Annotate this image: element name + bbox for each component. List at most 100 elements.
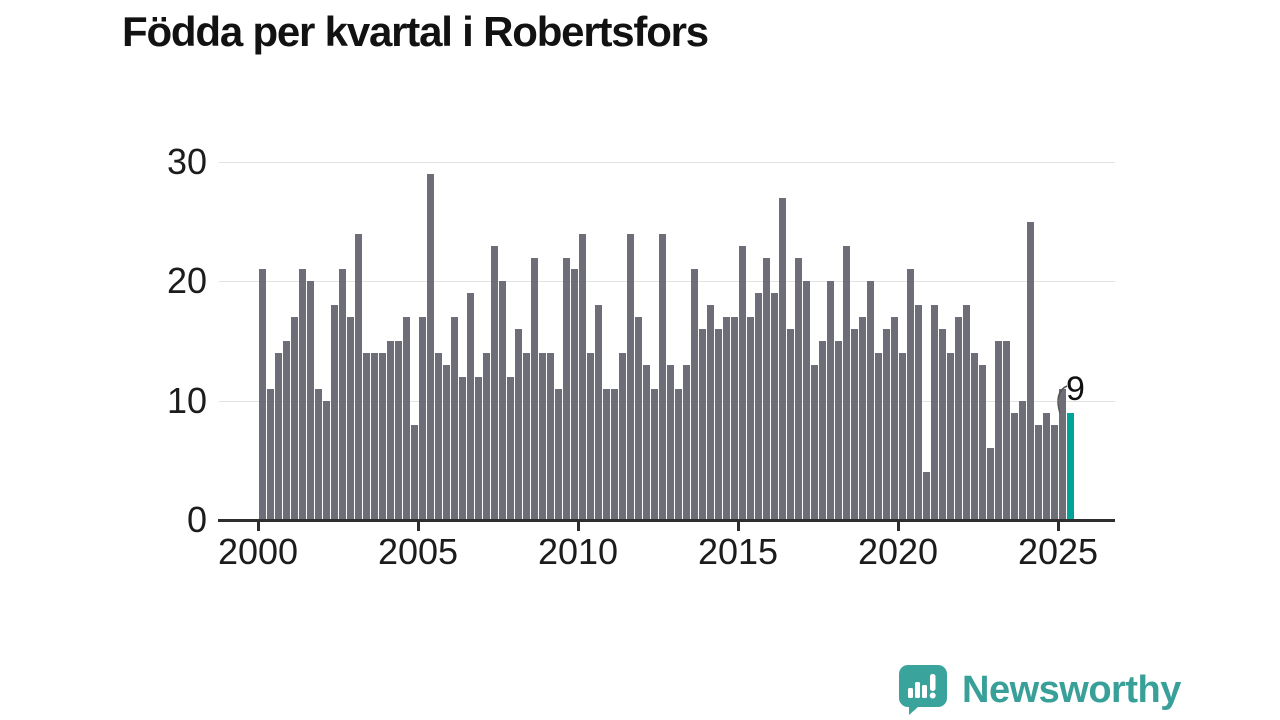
x-tick-2020: [897, 522, 900, 531]
bar-2006-Q3: [467, 293, 474, 520]
gridline-y-20: [219, 281, 1115, 283]
x-tick-label-2000: 2000: [217, 531, 299, 572]
bar-2021-Q2: [939, 329, 946, 520]
bar-2017-Q1: [803, 281, 810, 520]
bar-2019-Q3: [883, 329, 890, 520]
x-tick-2010: [577, 522, 580, 531]
bar-2006-Q2: [459, 376, 466, 520]
bar-2004-Q2: [395, 341, 402, 520]
bar-2025-Q1: [1059, 388, 1066, 520]
bar-2020-Q2: [907, 269, 914, 520]
bar-2012-Q4: [667, 364, 674, 520]
bar-2001-Q3: [307, 281, 314, 520]
x-tick-2000: [257, 522, 260, 531]
bar-2022-Q1: [963, 305, 970, 520]
bar-2021-Q3: [947, 352, 954, 520]
bar-2023-Q3: [1011, 412, 1018, 520]
bar-2014-Q1: [707, 305, 714, 520]
bar-2024-Q2: [1035, 424, 1042, 520]
bar-2008-Q3: [531, 257, 538, 520]
bar-2016-Q2: [779, 197, 786, 520]
bar-2013-Q4: [699, 329, 706, 520]
bar-2019-Q4: [891, 317, 898, 520]
bar-2013-Q3: [691, 269, 698, 520]
x-axis-line: [218, 519, 1115, 522]
bar-2012-Q3: [659, 233, 666, 520]
bar-2014-Q4: [731, 317, 738, 520]
bar-2017-Q2: [811, 364, 818, 520]
bar-2000-Q1: [259, 269, 266, 520]
bar-2010-Q4: [603, 388, 610, 520]
bar-2016-Q3: [787, 329, 794, 520]
bar-2006-Q4: [475, 376, 482, 520]
bar-2009-Q3: [563, 257, 570, 520]
bar-2022-Q3: [979, 364, 986, 520]
bar-2018-Q3: [851, 329, 858, 520]
x-tick-label-2020: 2020: [857, 531, 939, 572]
x-tick-label-2010: 2010: [537, 531, 619, 572]
bar-2011-Q4: [635, 317, 642, 520]
chart-title: Födda per kvartal i Robertsfors: [122, 8, 709, 55]
bar-2006-Q1: [451, 317, 458, 520]
bar-2005-Q4: [443, 364, 450, 520]
x-tick-label-2005: 2005: [377, 531, 459, 572]
bar-2002-Q3: [339, 269, 346, 520]
bar-2016-Q1: [771, 293, 778, 520]
bar-2020-Q1: [899, 352, 906, 520]
bar-2025-Q2: [1067, 412, 1074, 520]
bar-2008-Q4: [539, 352, 546, 520]
bar-2012-Q1: [643, 364, 650, 520]
bar-2017-Q4: [827, 281, 834, 520]
bar-2023-Q2: [1003, 341, 1010, 520]
bar-2023-Q4: [1019, 400, 1026, 520]
bar-2004-Q3: [403, 317, 410, 520]
bar-2023-Q1: [995, 341, 1002, 520]
bar-2001-Q1: [291, 317, 298, 520]
bar-2015-Q3: [755, 293, 762, 520]
bar-2024-Q3: [1043, 412, 1050, 520]
y-tick-label-10: 10: [166, 379, 207, 421]
bar-2003-Q4: [379, 352, 386, 520]
x-tick-label-2025: 2025: [1017, 531, 1099, 572]
newsworthy-wordmark: Newsworthy: [962, 669, 1181, 711]
bar-2001-Q2: [299, 269, 306, 520]
bar-2010-Q3: [595, 305, 602, 520]
bar-2021-Q4: [955, 317, 962, 520]
bar-2007-Q2: [491, 245, 498, 520]
x-tick-2015: [737, 522, 740, 531]
bar-2014-Q3: [723, 317, 730, 520]
bar-2024-Q4: [1051, 424, 1058, 520]
gridline-y-30: [219, 162, 1115, 163]
bar-2019-Q1: [867, 281, 874, 520]
bar-2007-Q4: [507, 376, 514, 520]
bar-2014-Q2: [715, 329, 722, 520]
bar-2002-Q4: [347, 317, 354, 520]
bar-2009-Q4: [571, 269, 578, 520]
bar-2022-Q2: [971, 352, 978, 520]
bar-2011-Q3: [627, 233, 634, 520]
bar-2009-Q1: [547, 352, 554, 520]
bar-2013-Q1: [675, 388, 682, 520]
bar-2009-Q2: [555, 388, 562, 520]
bar-2005-Q1: [419, 317, 426, 520]
bar-2012-Q2: [651, 388, 658, 520]
bar-2002-Q2: [331, 305, 338, 520]
bar-2000-Q2: [267, 388, 274, 520]
bar-2003-Q2: [363, 352, 370, 520]
bar-2004-Q4: [411, 424, 418, 520]
bar-2021-Q1: [931, 305, 938, 520]
gridline-y-10: [219, 400, 1115, 402]
bar-2005-Q2: [427, 173, 434, 520]
last-value-annotation: 9: [1066, 370, 1085, 408]
bar-2018-Q2: [843, 245, 850, 520]
bar-2007-Q3: [499, 281, 506, 520]
bar-2022-Q4: [987, 448, 994, 520]
bar-2019-Q2: [875, 352, 882, 520]
bar-2003-Q1: [355, 233, 362, 520]
bar-2020-Q3: [915, 305, 922, 520]
bar-2003-Q3: [371, 352, 378, 520]
bar-2018-Q1: [835, 341, 842, 520]
bar-2007-Q1: [483, 352, 490, 520]
annotation-leader-line: [1057, 385, 1068, 414]
